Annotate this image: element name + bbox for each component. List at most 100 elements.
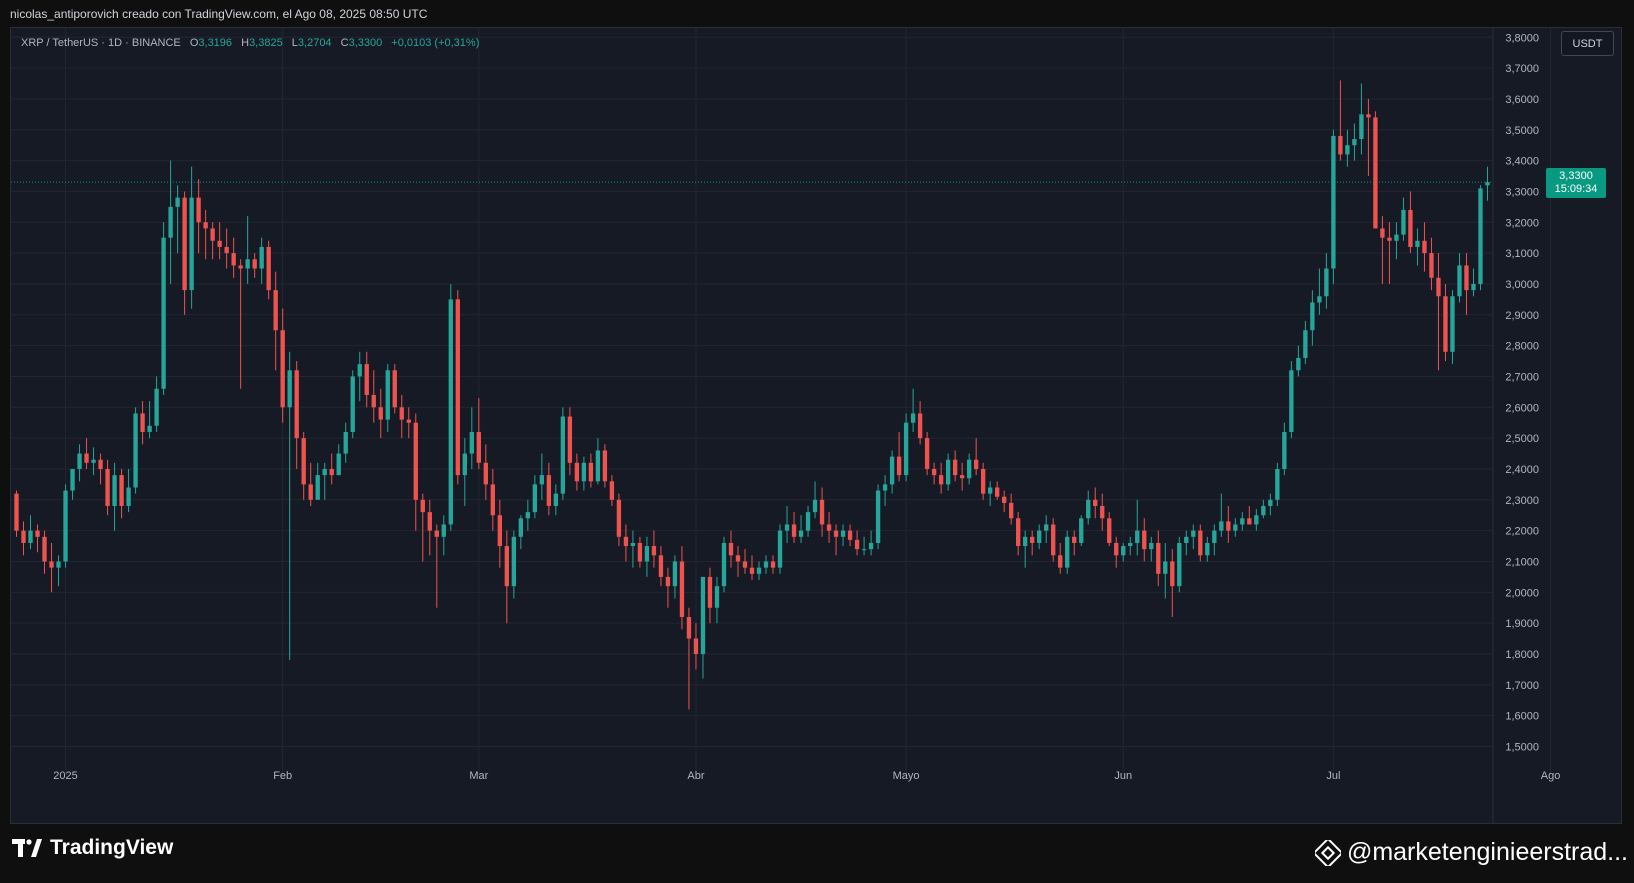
candle[interactable] <box>966 453 972 485</box>
candle[interactable] <box>476 398 481 469</box>
candle[interactable] <box>287 351 292 661</box>
candle[interactable] <box>168 160 173 284</box>
candle[interactable] <box>1457 253 1462 303</box>
candle[interactable] <box>644 536 650 577</box>
candle[interactable] <box>826 512 832 543</box>
candle[interactable] <box>1233 518 1238 537</box>
candle[interactable] <box>1009 493 1014 525</box>
candle[interactable] <box>714 576 720 624</box>
candle[interactable] <box>630 530 636 568</box>
candle[interactable] <box>896 431 902 482</box>
candle[interactable] <box>63 484 68 568</box>
candle[interactable] <box>1345 129 1350 167</box>
candle[interactable] <box>1352 123 1357 161</box>
candle[interactable] <box>1114 536 1119 568</box>
candle[interactable] <box>1184 530 1189 556</box>
candle[interactable] <box>1303 320 1308 365</box>
candle[interactable] <box>1485 166 1490 201</box>
candle[interactable] <box>49 542 54 593</box>
candle[interactable] <box>1394 222 1399 260</box>
candle[interactable] <box>196 179 201 254</box>
candle[interactable] <box>511 530 517 599</box>
candle[interactable] <box>679 546 685 630</box>
candle[interactable] <box>1135 499 1140 556</box>
candle[interactable] <box>756 561 762 580</box>
candle[interactable] <box>1443 283 1448 362</box>
candle[interactable] <box>238 259 243 389</box>
candle[interactable] <box>91 447 96 476</box>
candle[interactable] <box>1359 83 1364 155</box>
candle[interactable] <box>1163 542 1168 599</box>
candle[interactable] <box>546 462 552 516</box>
candle[interactable] <box>224 228 229 269</box>
candle[interactable] <box>539 453 545 500</box>
candle[interactable] <box>1016 512 1021 556</box>
candle[interactable] <box>875 484 881 550</box>
candle[interactable] <box>574 453 580 491</box>
candle[interactable] <box>448 283 453 531</box>
candle[interactable] <box>567 407 573 476</box>
candle[interactable] <box>616 493 622 547</box>
candle[interactable] <box>1170 549 1175 617</box>
candle[interactable] <box>1471 268 1476 297</box>
candle[interactable] <box>1324 253 1329 309</box>
candle[interactable] <box>1086 490 1091 525</box>
candle[interactable] <box>553 484 559 516</box>
candle[interactable] <box>1079 515 1084 547</box>
candle[interactable] <box>903 413 909 482</box>
candle[interactable] <box>924 431 930 476</box>
candle[interactable] <box>294 361 299 469</box>
candle[interactable] <box>1282 422 1287 476</box>
candle[interactable] <box>917 401 923 445</box>
candle[interactable] <box>1107 512 1112 547</box>
candle[interactable] <box>861 536 867 556</box>
candle[interactable] <box>1142 518 1147 562</box>
candle[interactable] <box>469 407 474 469</box>
candle[interactable] <box>1254 509 1259 531</box>
tradingview-logo[interactable]: TradingView <box>12 836 173 860</box>
candle[interactable] <box>1044 515 1049 543</box>
candle[interactable] <box>1212 524 1217 556</box>
candle[interactable] <box>651 530 657 568</box>
candle[interactable] <box>1401 197 1406 241</box>
candle[interactable] <box>784 505 790 543</box>
candle[interactable] <box>308 462 313 506</box>
candle[interactable] <box>504 530 510 624</box>
candle[interactable] <box>588 453 594 488</box>
candle[interactable] <box>1275 462 1280 506</box>
candle[interactable] <box>217 222 222 260</box>
candle[interactable] <box>609 475 615 506</box>
candle[interactable] <box>1177 536 1182 593</box>
candle[interactable] <box>399 394 404 439</box>
candle[interactable] <box>315 462 320 500</box>
candle[interactable] <box>147 401 152 439</box>
candle[interactable] <box>987 481 993 506</box>
chart-pane[interactable]: 1,5000 1,6000 1,7000 1,8000 1,9000 2,0000 2,10… <box>10 27 1622 824</box>
candle[interactable] <box>1478 185 1483 291</box>
candle[interactable] <box>777 524 783 574</box>
candle[interactable] <box>126 468 131 513</box>
candle[interactable] <box>301 431 306 500</box>
candle[interactable] <box>749 555 755 580</box>
candle[interactable] <box>889 450 895 494</box>
candle[interactable] <box>728 530 734 568</box>
candle[interactable] <box>1093 487 1098 519</box>
candle[interactable] <box>560 407 566 500</box>
candle[interactable] <box>693 623 699 670</box>
candle[interactable] <box>1240 512 1245 531</box>
candle[interactable] <box>637 536 643 568</box>
candle[interactable] <box>28 515 33 550</box>
candle[interactable] <box>1268 493 1273 516</box>
candle[interactable] <box>329 453 334 485</box>
candle[interactable] <box>1289 361 1294 439</box>
candle[interactable] <box>791 512 797 543</box>
candle[interactable] <box>56 555 61 587</box>
candle[interactable] <box>805 505 811 537</box>
candle[interactable] <box>770 555 776 574</box>
candle[interactable] <box>1149 536 1154 562</box>
candle[interactable] <box>952 450 958 482</box>
candle[interactable] <box>938 462 944 494</box>
candle[interactable] <box>994 481 1000 500</box>
candle[interactable] <box>133 407 138 494</box>
candle[interactable] <box>1415 228 1420 266</box>
